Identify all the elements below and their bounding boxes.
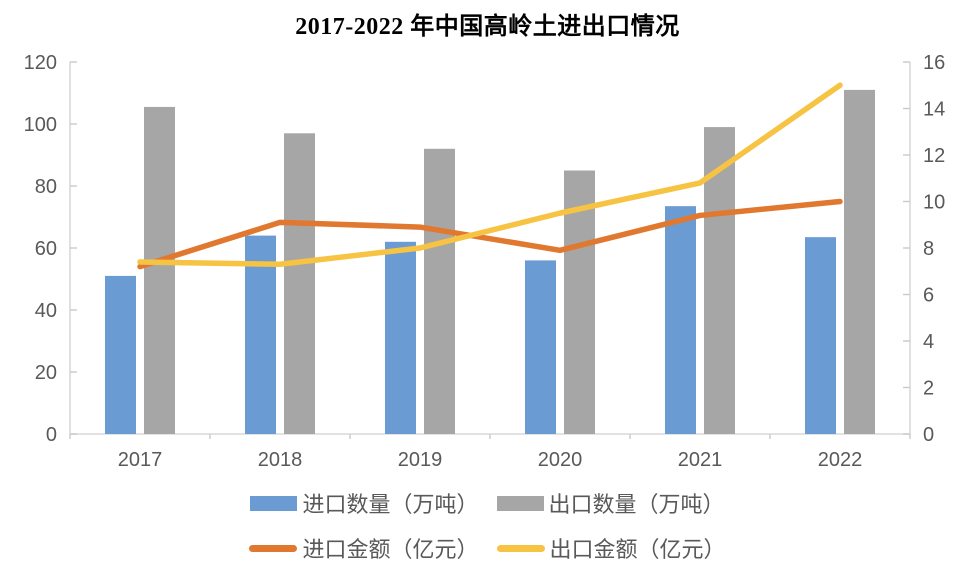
svg-text:16: 16 [923, 52, 945, 74]
legend-label-import-amount: 进口金额（亿元） [302, 537, 479, 562]
legend-item-export-quantity: 出口数量（万吨） [496, 487, 725, 519]
svg-text:12: 12 [923, 145, 945, 167]
svg-text:2017: 2017 [118, 449, 163, 471]
legend-item-import-amount: 进口金额（亿元） [249, 532, 479, 564]
legend-label-export-amount: 出口金额（亿元） [549, 537, 726, 562]
legend-item-import-quantity: 进口数量（万吨） [250, 487, 479, 519]
combo-chart-canvas: 0 20 40 60 80 100 120 0 2 4 6 8 10 12 14 16 2017 2018 2019… [24, 52, 946, 471]
svg-text:2022: 2022 [818, 449, 863, 471]
legend-row-bars: 进口数量（万吨） 出口数量（万吨） [250, 487, 725, 519]
svg-text:2: 2 [923, 378, 934, 400]
svg-text:100: 100 [24, 114, 57, 136]
svg-text:120: 120 [24, 52, 57, 74]
import-amount-swatch [249, 544, 298, 552]
svg-text:60: 60 [35, 238, 57, 260]
svg-text:0: 0 [46, 424, 57, 446]
svg-text:8: 8 [923, 238, 934, 260]
import-quantity-swatch [250, 495, 298, 511]
legend-item-export-amount: 出口金额（亿元） [496, 532, 726, 564]
svg-text:6: 6 [923, 285, 934, 307]
svg-text:40: 40 [35, 300, 57, 322]
svg-text:14: 14 [923, 99, 945, 121]
svg-text:4: 4 [923, 331, 934, 353]
svg-text:2018: 2018 [258, 449, 303, 471]
svg-text:2021: 2021 [678, 449, 723, 471]
export-amount-swatch [496, 544, 545, 552]
svg-text:80: 80 [35, 176, 57, 198]
svg-text:10: 10 [923, 192, 945, 214]
chart-legend: 进口数量（万吨） 出口数量（万吨） 进口金额（亿元） 出口金额（亿元） [0, 487, 975, 564]
svg-text:2019: 2019 [398, 449, 443, 471]
legend-label-import-quantity: 进口数量（万吨） [302, 492, 479, 517]
chart-title: 2017-2022 年中国高岭土进出口情况 [295, 14, 680, 40]
svg-text:0: 0 [923, 424, 934, 446]
legend-label-export-quantity: 出口数量（万吨） [548, 492, 725, 517]
export-quantity-swatch [496, 495, 544, 511]
svg-text:20: 20 [35, 362, 57, 384]
legend-row-lines: 进口金额（亿元） 出口金额（亿元） [249, 532, 726, 564]
svg-text:2020: 2020 [538, 449, 583, 471]
